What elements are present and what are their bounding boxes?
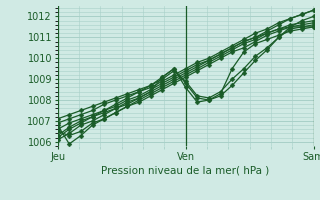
X-axis label: Pression niveau de la mer( hPa ): Pression niveau de la mer( hPa ) [101, 166, 270, 176]
